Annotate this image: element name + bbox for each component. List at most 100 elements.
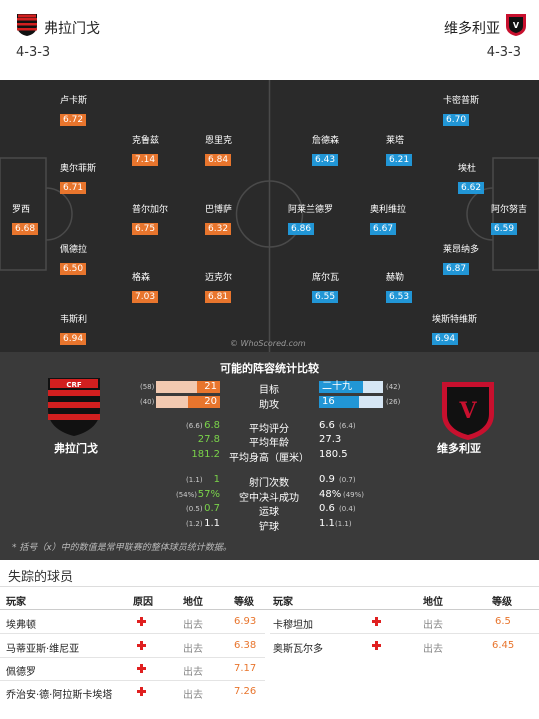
player-rating: 6.70 — [443, 114, 470, 126]
away-player[interactable]: 席尔瓦 6.55 — [312, 272, 339, 303]
player-rating: 6.68 — [12, 223, 39, 235]
player-name: 赫勒 — [386, 273, 405, 283]
missing-player-name[interactable]: 乔治安·德·阿拉斯卡埃塔 — [6, 690, 113, 701]
watermark: © WhoScored.com — [230, 339, 306, 348]
player-rating: 6.21 — [386, 154, 413, 166]
home-player[interactable]: 恩里克 6.84 — [205, 135, 232, 166]
missing-player-name[interactable]: 埃弗顿 — [6, 620, 36, 631]
home-player[interactable]: 奥尔菲斯 6.71 — [60, 163, 96, 194]
injury-icon — [137, 617, 146, 626]
player-name: 克鲁兹 — [132, 136, 160, 146]
player-rating: 6.81 — [205, 291, 232, 303]
missing-player-name[interactable]: 奥斯瓦尔多 — [273, 644, 323, 655]
away-player[interactable]: 莱塔 6.21 — [386, 135, 413, 166]
missing-rating: 6.38 — [234, 640, 257, 651]
player-name: 卢卡斯 — [60, 96, 88, 106]
missing-player-name[interactable]: 卡穆坦加 — [273, 620, 313, 631]
missing-status: 出去 — [183, 690, 203, 701]
home-player[interactable]: 韦斯利 6.94 — [60, 314, 87, 345]
home-goals-value: 21 — [204, 381, 217, 392]
missing-player-name[interactable]: 马蒂亚斯·维尼亚 — [6, 644, 80, 655]
home-assists-bar: 20 — [156, 396, 220, 408]
home-player[interactable]: 普尔加尔 6.75 — [132, 204, 168, 235]
player-rating: 6.87 — [443, 263, 470, 275]
player-name: 奥尔菲斯 — [60, 164, 97, 174]
missing-status: 出去 — [423, 620, 443, 631]
col-rating: 等级 — [234, 597, 254, 608]
flamengo-crest-icon — [17, 14, 37, 36]
pitch: 卢卡斯 6.72 克鲁兹 7.14 恩里克 6.84 奥尔菲斯 6.71 罗西 6.68 … — [0, 80, 539, 352]
avg-rating-label: 平均评分 — [249, 424, 289, 435]
home-player[interactable]: 格森 7.03 — [132, 272, 159, 303]
away-player[interactable]: 卡密普斯 6.70 — [443, 95, 479, 126]
player-rating: 6.75 — [132, 223, 159, 235]
home-team-name[interactable]: 弗拉门戈 — [44, 21, 100, 37]
player-rating: 6.43 — [312, 154, 339, 166]
away-avg-age: 27.3 — [319, 434, 342, 445]
comparison-home-name: 弗拉门戈 — [54, 442, 98, 455]
player-rating: 6.67 — [370, 223, 397, 235]
home-player[interactable]: 罗西 6.68 — [12, 204, 39, 235]
player-rating: 6.71 — [60, 182, 87, 194]
player-name: 詹德森 — [312, 136, 340, 146]
home-player[interactable]: 迈克尔 6.81 — [205, 272, 232, 303]
away-player[interactable]: 埃斯特维斯 6.94 — [432, 314, 477, 345]
missing-title: 失踪的球员 — [8, 570, 74, 585]
away-shots-sub: (0.7) — [339, 476, 356, 484]
missing-rating: 6.93 — [234, 616, 257, 627]
player-name: 奥利维拉 — [370, 205, 407, 215]
injury-icon — [137, 664, 146, 673]
missing-players: 失踪的球员 玩家 原因 地位 等级 玩家 地位 等级 埃弗顿 出去 6.93 马… — [0, 560, 539, 719]
away-player[interactable]: 埃杜 6.62 — [458, 163, 485, 194]
player-rating: 6.62 — [458, 182, 485, 194]
match-header: 弗拉门戈 4-3-3 维多利亚 V 4-3-3 — [0, 0, 539, 80]
away-player[interactable]: 奥利维拉 6.67 — [370, 204, 406, 235]
player-name: 罗西 — [12, 205, 31, 215]
player-name: 巴博萨 — [205, 205, 233, 215]
player-name: 莱塔 — [386, 136, 405, 146]
home-aerial-sub: (54%) — [176, 491, 198, 499]
avg-height-label: 平均身高（厘米） — [229, 453, 309, 464]
away-avg-height: 180.5 — [319, 449, 348, 460]
home-player[interactable]: 佩德拉 6.50 — [60, 244, 87, 275]
goals-label: 目标 — [259, 385, 279, 396]
player-rating: 6.53 — [386, 291, 413, 303]
vitoria-crest-icon: V — [506, 14, 526, 36]
player-name: 卡密普斯 — [443, 96, 480, 106]
injury-icon — [372, 641, 381, 650]
away-goals-bar: 二十九 — [319, 381, 383, 393]
player-name: 席尔瓦 — [312, 273, 340, 283]
col-rating: 等级 — [492, 597, 512, 608]
home-tackle: 1.1 — [204, 518, 220, 529]
away-rating-sub: (6.4) — [339, 422, 356, 430]
away-assists-bar: 16 — [319, 396, 383, 408]
player-rating: 6.94 — [60, 333, 87, 345]
away-player[interactable]: 赫勒 6.53 — [386, 272, 413, 303]
svg-text:V: V — [513, 21, 520, 30]
missing-player-name[interactable]: 佩德罗 — [6, 667, 36, 678]
player-name: 阿莱兰德罗 — [288, 205, 334, 215]
player-name: 埃杜 — [458, 164, 477, 174]
player-name: 恩里克 — [205, 136, 233, 146]
missing-status: 出去 — [183, 667, 203, 678]
away-player[interactable]: 莱昂纳多 6.87 — [443, 244, 479, 275]
col-status: 地位 — [183, 597, 203, 608]
away-player[interactable]: 阿尔努吉 6.59 — [491, 204, 527, 235]
away-aerial-sub: (49%) — [343, 491, 365, 499]
away-team-name[interactable]: 维多利亚 — [444, 21, 500, 37]
home-shots: 1 — [213, 474, 220, 485]
home-player[interactable]: 克鲁兹 7.14 — [132, 135, 159, 166]
comparison-note: * 括号（x）中的数值是常甲联赛的整体球员统计数据。 — [12, 543, 232, 553]
home-player[interactable]: 巴博萨 6.32 — [205, 204, 232, 235]
away-player[interactable]: 阿莱兰德罗 6.86 — [288, 204, 333, 235]
home-player[interactable]: 卢卡斯 6.72 — [60, 95, 87, 126]
player-name: 迈克尔 — [205, 273, 233, 283]
player-name: 莱昂纳多 — [443, 245, 480, 255]
away-formation: 4-3-3 — [486, 45, 521, 60]
missing-rating: 6.45 — [492, 640, 515, 651]
player-rating: 6.84 — [205, 154, 232, 166]
away-tackle: 1.1 — [319, 518, 335, 529]
player-name: 韦斯利 — [60, 315, 88, 325]
tackle-label: 铲球 — [259, 522, 279, 533]
away-player[interactable]: 詹德森 6.43 — [312, 135, 339, 166]
